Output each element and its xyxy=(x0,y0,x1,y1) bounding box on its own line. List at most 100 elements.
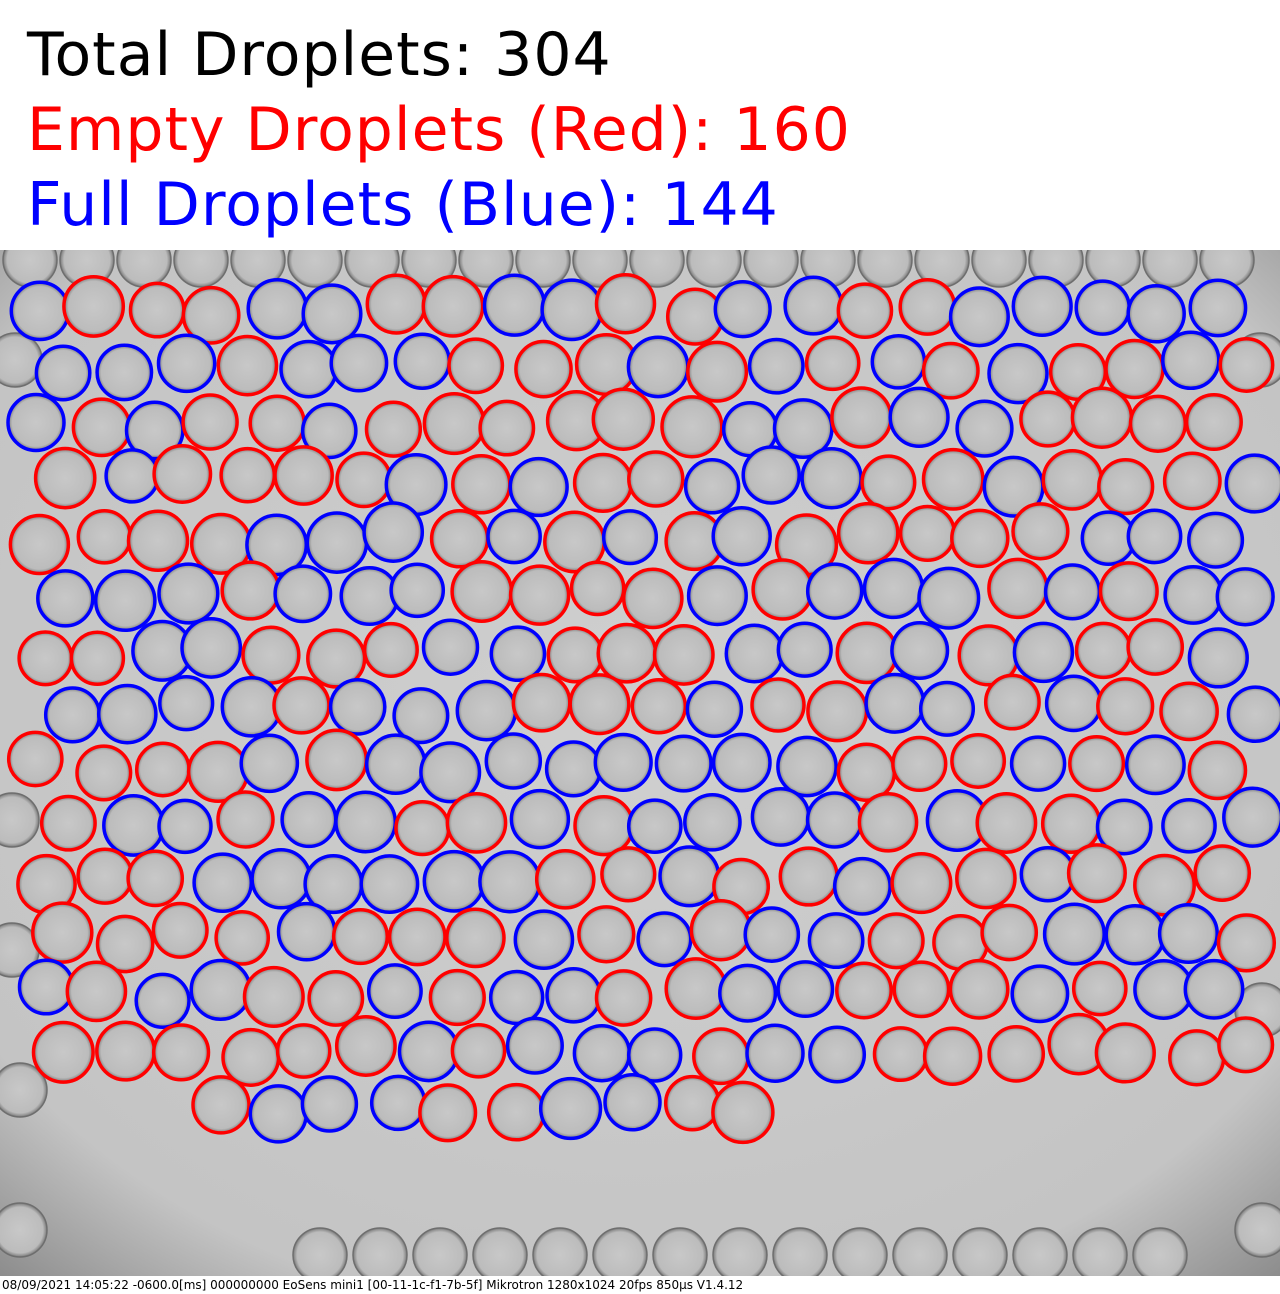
droplet-body xyxy=(1186,394,1242,450)
droplet-body xyxy=(366,735,425,794)
droplet-body xyxy=(452,455,510,513)
droplet-body xyxy=(834,858,891,914)
empty-droplet-marker xyxy=(534,848,596,910)
droplet-body xyxy=(486,734,541,788)
droplet-body xyxy=(305,855,362,913)
droplet-body xyxy=(749,339,803,393)
unmarked-droplet xyxy=(772,1227,828,1276)
droplet-body xyxy=(1076,281,1130,335)
droplet-body xyxy=(536,850,594,908)
droplet-body xyxy=(246,515,307,575)
empty-droplet-marker xyxy=(867,912,925,970)
droplet-body xyxy=(547,968,601,1022)
empty-droplet-marker xyxy=(1096,677,1155,736)
empty-droplet-marker xyxy=(33,446,97,510)
droplet-body xyxy=(248,279,307,338)
empty-droplet-marker xyxy=(428,968,486,1027)
unmarked-droplet xyxy=(686,250,742,288)
droplet-body xyxy=(395,334,450,389)
droplet-body xyxy=(281,341,337,397)
droplet-body xyxy=(837,623,897,683)
empty-droplet-marker xyxy=(1066,843,1127,904)
droplet-body xyxy=(457,681,516,740)
empty-droplet-marker xyxy=(181,285,241,345)
droplet-body xyxy=(45,688,100,742)
droplet-body xyxy=(951,510,1008,567)
droplet-body xyxy=(73,399,130,456)
droplet-body xyxy=(959,626,1018,685)
unmarked-droplet xyxy=(1132,1227,1188,1276)
droplet-body xyxy=(596,970,651,1026)
droplet-body xyxy=(859,793,917,851)
full-droplet-marker xyxy=(156,333,217,394)
full-droplet-marker xyxy=(654,734,713,793)
droplet-body xyxy=(335,792,396,852)
full-droplet-marker xyxy=(239,733,300,794)
droplet-body xyxy=(836,963,892,1018)
droplet-body xyxy=(654,625,713,685)
droplet-body xyxy=(278,903,335,960)
droplet-body xyxy=(128,851,183,906)
full-droplet-marker xyxy=(832,856,892,916)
empty-droplet-marker xyxy=(1217,1016,1275,1074)
empty-droplet-marker xyxy=(216,334,279,397)
droplet-body xyxy=(1226,455,1280,512)
droplet-body xyxy=(452,1024,505,1077)
empty-droplet-marker xyxy=(660,395,724,459)
full-droplet-marker xyxy=(95,343,154,402)
droplet-body xyxy=(752,679,804,731)
droplet-body xyxy=(130,283,184,337)
empty-droplet-marker xyxy=(568,673,631,736)
full-droplet-marker xyxy=(389,562,446,619)
droplet-body xyxy=(250,1085,307,1142)
unmarked-droplet xyxy=(652,1227,708,1276)
droplet-body xyxy=(574,1025,630,1081)
empty-droplet-marker xyxy=(630,678,688,735)
unmarked-droplet xyxy=(743,250,799,288)
droplet-body xyxy=(368,964,422,1018)
empty-droplet-marker xyxy=(6,730,64,788)
full-droplet-marker xyxy=(180,616,243,679)
droplet-body xyxy=(666,958,726,1019)
droplet-body xyxy=(216,911,269,965)
droplet-body xyxy=(193,1076,249,1133)
droplet-body xyxy=(872,335,925,388)
droplet-body xyxy=(391,564,444,617)
full-droplet-marker xyxy=(96,683,158,745)
droplet-body xyxy=(1046,676,1101,731)
droplet-body xyxy=(1045,565,1100,619)
droplet-body xyxy=(920,682,974,736)
droplet-body xyxy=(956,849,1016,908)
full-droplet-marker xyxy=(486,508,542,565)
empty-droplet-marker xyxy=(387,907,447,967)
droplet-body xyxy=(693,1029,749,1084)
droplet-body xyxy=(1011,737,1065,791)
droplet-body xyxy=(484,275,545,336)
droplet-body xyxy=(977,793,1036,853)
droplet-body xyxy=(548,628,602,682)
droplet-body xyxy=(331,335,387,391)
droplet-body xyxy=(424,851,484,911)
droplet-body xyxy=(194,854,252,912)
unmarked-droplet xyxy=(352,1227,408,1276)
droplet-body xyxy=(806,337,859,390)
droplet-body xyxy=(1162,799,1216,852)
full-droplet-marker xyxy=(1222,786,1280,848)
empty-droplet-marker xyxy=(955,847,1017,910)
full-droplet-marker xyxy=(1183,958,1245,1020)
droplet-body xyxy=(984,457,1043,516)
droplet-body xyxy=(575,796,633,855)
droplet-body xyxy=(542,280,602,340)
full-droplet-marker xyxy=(6,392,66,453)
full-droplet-marker xyxy=(636,911,693,968)
droplet-body xyxy=(1043,450,1102,509)
droplet-body xyxy=(78,510,131,563)
empty-droplet-marker xyxy=(151,901,209,959)
empty-droplet-marker xyxy=(334,1015,397,1077)
droplet-body xyxy=(927,790,987,851)
empty-droplet-marker xyxy=(891,735,948,793)
empty-droplet-marker xyxy=(804,335,861,392)
full-droplet-marker xyxy=(273,564,333,624)
droplet-body xyxy=(988,559,1047,618)
droplet-body xyxy=(601,847,655,901)
